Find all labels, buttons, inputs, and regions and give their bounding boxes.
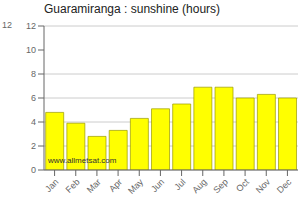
svg-text:12: 12 [26,21,36,31]
html-text:12: 12 [2,20,12,30]
svg-text:Sep: Sep [211,177,229,195]
svg-text:Oct: Oct [234,177,251,194]
svg-text:Aug: Aug [190,177,208,195]
html-text:Guaramiranga : sunshine (hours: Guaramiranga : sunshine (hours) [44,2,221,16]
svg-text:0: 0 [31,165,36,175]
svg-text:Mar: Mar [85,177,103,195]
svg-text:2: 2 [31,141,36,151]
svg-text:May: May [126,177,145,196]
svg-text:Jun: Jun [149,177,166,194]
svg-text:Dec: Dec [275,177,294,196]
svg-text:Feb: Feb [64,177,82,195]
svg-text:10: 10 [26,45,36,55]
svg-text:4: 4 [31,117,36,127]
svg-text:Jan: Jan [43,177,60,194]
html-text:www.allmetsat.com: www.allmetsat.com [48,156,117,165]
svg-text:6: 6 [31,93,36,103]
svg-text:8: 8 [31,69,36,79]
svg-text:Nov: Nov [254,177,273,196]
svg-text:Jul: Jul [172,177,187,192]
svg-text:Apr: Apr [107,177,124,194]
